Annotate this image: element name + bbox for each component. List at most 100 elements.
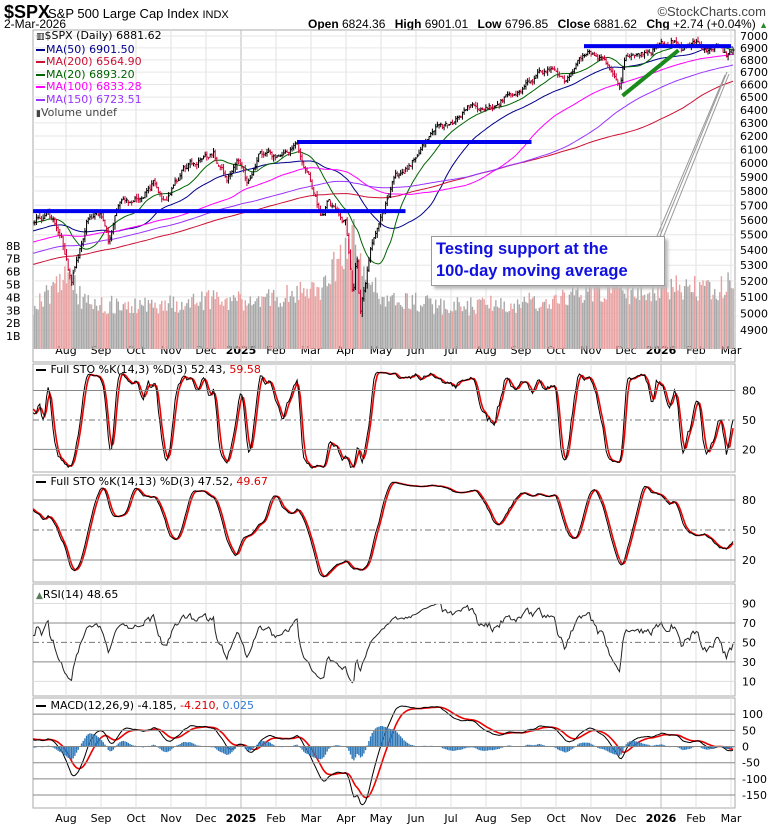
macd-histogram-bar xyxy=(389,728,392,747)
price-tick-label: 5700 xyxy=(740,199,768,212)
volume-bar xyxy=(97,310,99,349)
macd-histogram-bar xyxy=(531,745,534,747)
close-value: 6881.62 xyxy=(593,17,637,31)
month-label: Jul xyxy=(443,812,457,825)
ma100-text: MA(100) 6833.28 xyxy=(46,80,142,94)
volume-bar xyxy=(688,284,691,349)
volume-bar xyxy=(242,310,245,349)
macd-histogram-bar xyxy=(117,743,120,747)
volume-bar xyxy=(588,282,591,349)
macd-histogram-bar xyxy=(384,727,387,747)
macd-histogram-bar xyxy=(378,726,380,747)
macd-histogram-bar xyxy=(638,742,641,747)
legend-ma200: MA(200) 6564.90 xyxy=(36,55,162,69)
volume-bar xyxy=(498,307,500,349)
volume-bar xyxy=(262,296,265,349)
volume-bar xyxy=(558,303,561,349)
volume-bar xyxy=(156,308,158,349)
price-tick-label: 6400 xyxy=(740,104,768,117)
volume-bar xyxy=(117,301,120,349)
volume-bar xyxy=(266,293,268,349)
ma150-text: MA(150) 6723.51 xyxy=(46,92,142,106)
macd-histogram-bar xyxy=(179,744,181,747)
volume-bar xyxy=(468,315,470,349)
volume-bar xyxy=(181,301,183,349)
volume-bar xyxy=(371,282,373,349)
volume-bar xyxy=(212,290,215,349)
macd-histogram-bar xyxy=(622,746,624,752)
volume-bar xyxy=(132,313,135,349)
volume-bar xyxy=(575,289,577,349)
volume-bar xyxy=(189,307,191,349)
macd-histogram-bar xyxy=(600,746,602,749)
macd-histogram-bar xyxy=(703,746,706,750)
volume-bar xyxy=(383,297,385,349)
volume-bar xyxy=(95,305,98,349)
volume-bar xyxy=(414,292,417,349)
macd-histogram-bar xyxy=(488,746,490,751)
volume-bar xyxy=(241,299,243,349)
macd-histogram-bar xyxy=(364,746,367,751)
macd-histogram-bar xyxy=(702,746,704,749)
ma20-swatch xyxy=(36,73,45,76)
volume-bar xyxy=(187,299,190,349)
volume-bar xyxy=(668,299,671,349)
macd-histogram-bar xyxy=(710,746,713,750)
volume-bar xyxy=(600,301,602,349)
volume-bar xyxy=(453,301,455,349)
volume-bar xyxy=(146,311,148,349)
macd-tick-label: -50 xyxy=(742,757,760,770)
volume-bar xyxy=(348,239,350,349)
volume-bar xyxy=(384,306,387,349)
macd-histogram-bar xyxy=(473,746,475,748)
volume-bar xyxy=(647,293,649,349)
volume-bar xyxy=(197,305,200,349)
volume-bar xyxy=(471,306,474,349)
volume-bar xyxy=(202,310,205,349)
volume-bar xyxy=(483,299,485,349)
macd-histogram-bar xyxy=(217,746,220,751)
volume-bar xyxy=(102,312,104,349)
volume-bar xyxy=(441,314,444,349)
macd-histogram-bar xyxy=(610,746,612,754)
macd-histogram-bar xyxy=(368,741,370,747)
volume-bar xyxy=(75,293,78,349)
macd-histogram-bar xyxy=(99,738,101,747)
volume-bar xyxy=(324,275,327,349)
macd-histogram-bar xyxy=(647,744,649,747)
volume-bar xyxy=(364,279,367,349)
macd-histogram-bar xyxy=(177,744,180,747)
volume-bar xyxy=(306,288,308,349)
sto1-swatch xyxy=(36,369,46,371)
volume-bar xyxy=(122,304,125,349)
macd-histogram-bar xyxy=(296,744,298,747)
volume-bar xyxy=(129,313,131,349)
volume-bar xyxy=(500,298,502,349)
volume-tick-label: 8B xyxy=(6,240,21,253)
ohlc-bar xyxy=(350,249,353,270)
volume-bar xyxy=(722,298,724,349)
volume-bar xyxy=(376,292,378,349)
volume-bar xyxy=(304,296,307,349)
volume-bar xyxy=(491,310,494,349)
volume-bar xyxy=(109,301,111,349)
volume-bar xyxy=(653,293,656,349)
macd-tick-label: 50 xyxy=(742,724,756,737)
volume-bar xyxy=(288,301,290,349)
volume-bar xyxy=(493,306,495,349)
volume-bar xyxy=(74,275,76,349)
volume-bar xyxy=(423,303,425,349)
macd-histogram-bar xyxy=(445,746,447,750)
macd-histogram-bar xyxy=(82,740,84,747)
legend-price-text: $SPX (Daily) 6881.62 xyxy=(44,29,162,42)
volume-bar xyxy=(366,281,368,349)
volume-bar xyxy=(296,285,298,349)
macd-histogram-bar xyxy=(318,746,320,759)
macd-histogram-bar xyxy=(262,741,265,747)
brand-logo[interactable]: ©StockCharts.com xyxy=(657,4,766,19)
macd-histogram-bar xyxy=(120,741,123,747)
month-label: Oct xyxy=(546,812,566,825)
volume-bar xyxy=(657,285,659,349)
macd-histogram-bar xyxy=(583,742,586,747)
price-tick-label: 6700 xyxy=(740,66,768,79)
